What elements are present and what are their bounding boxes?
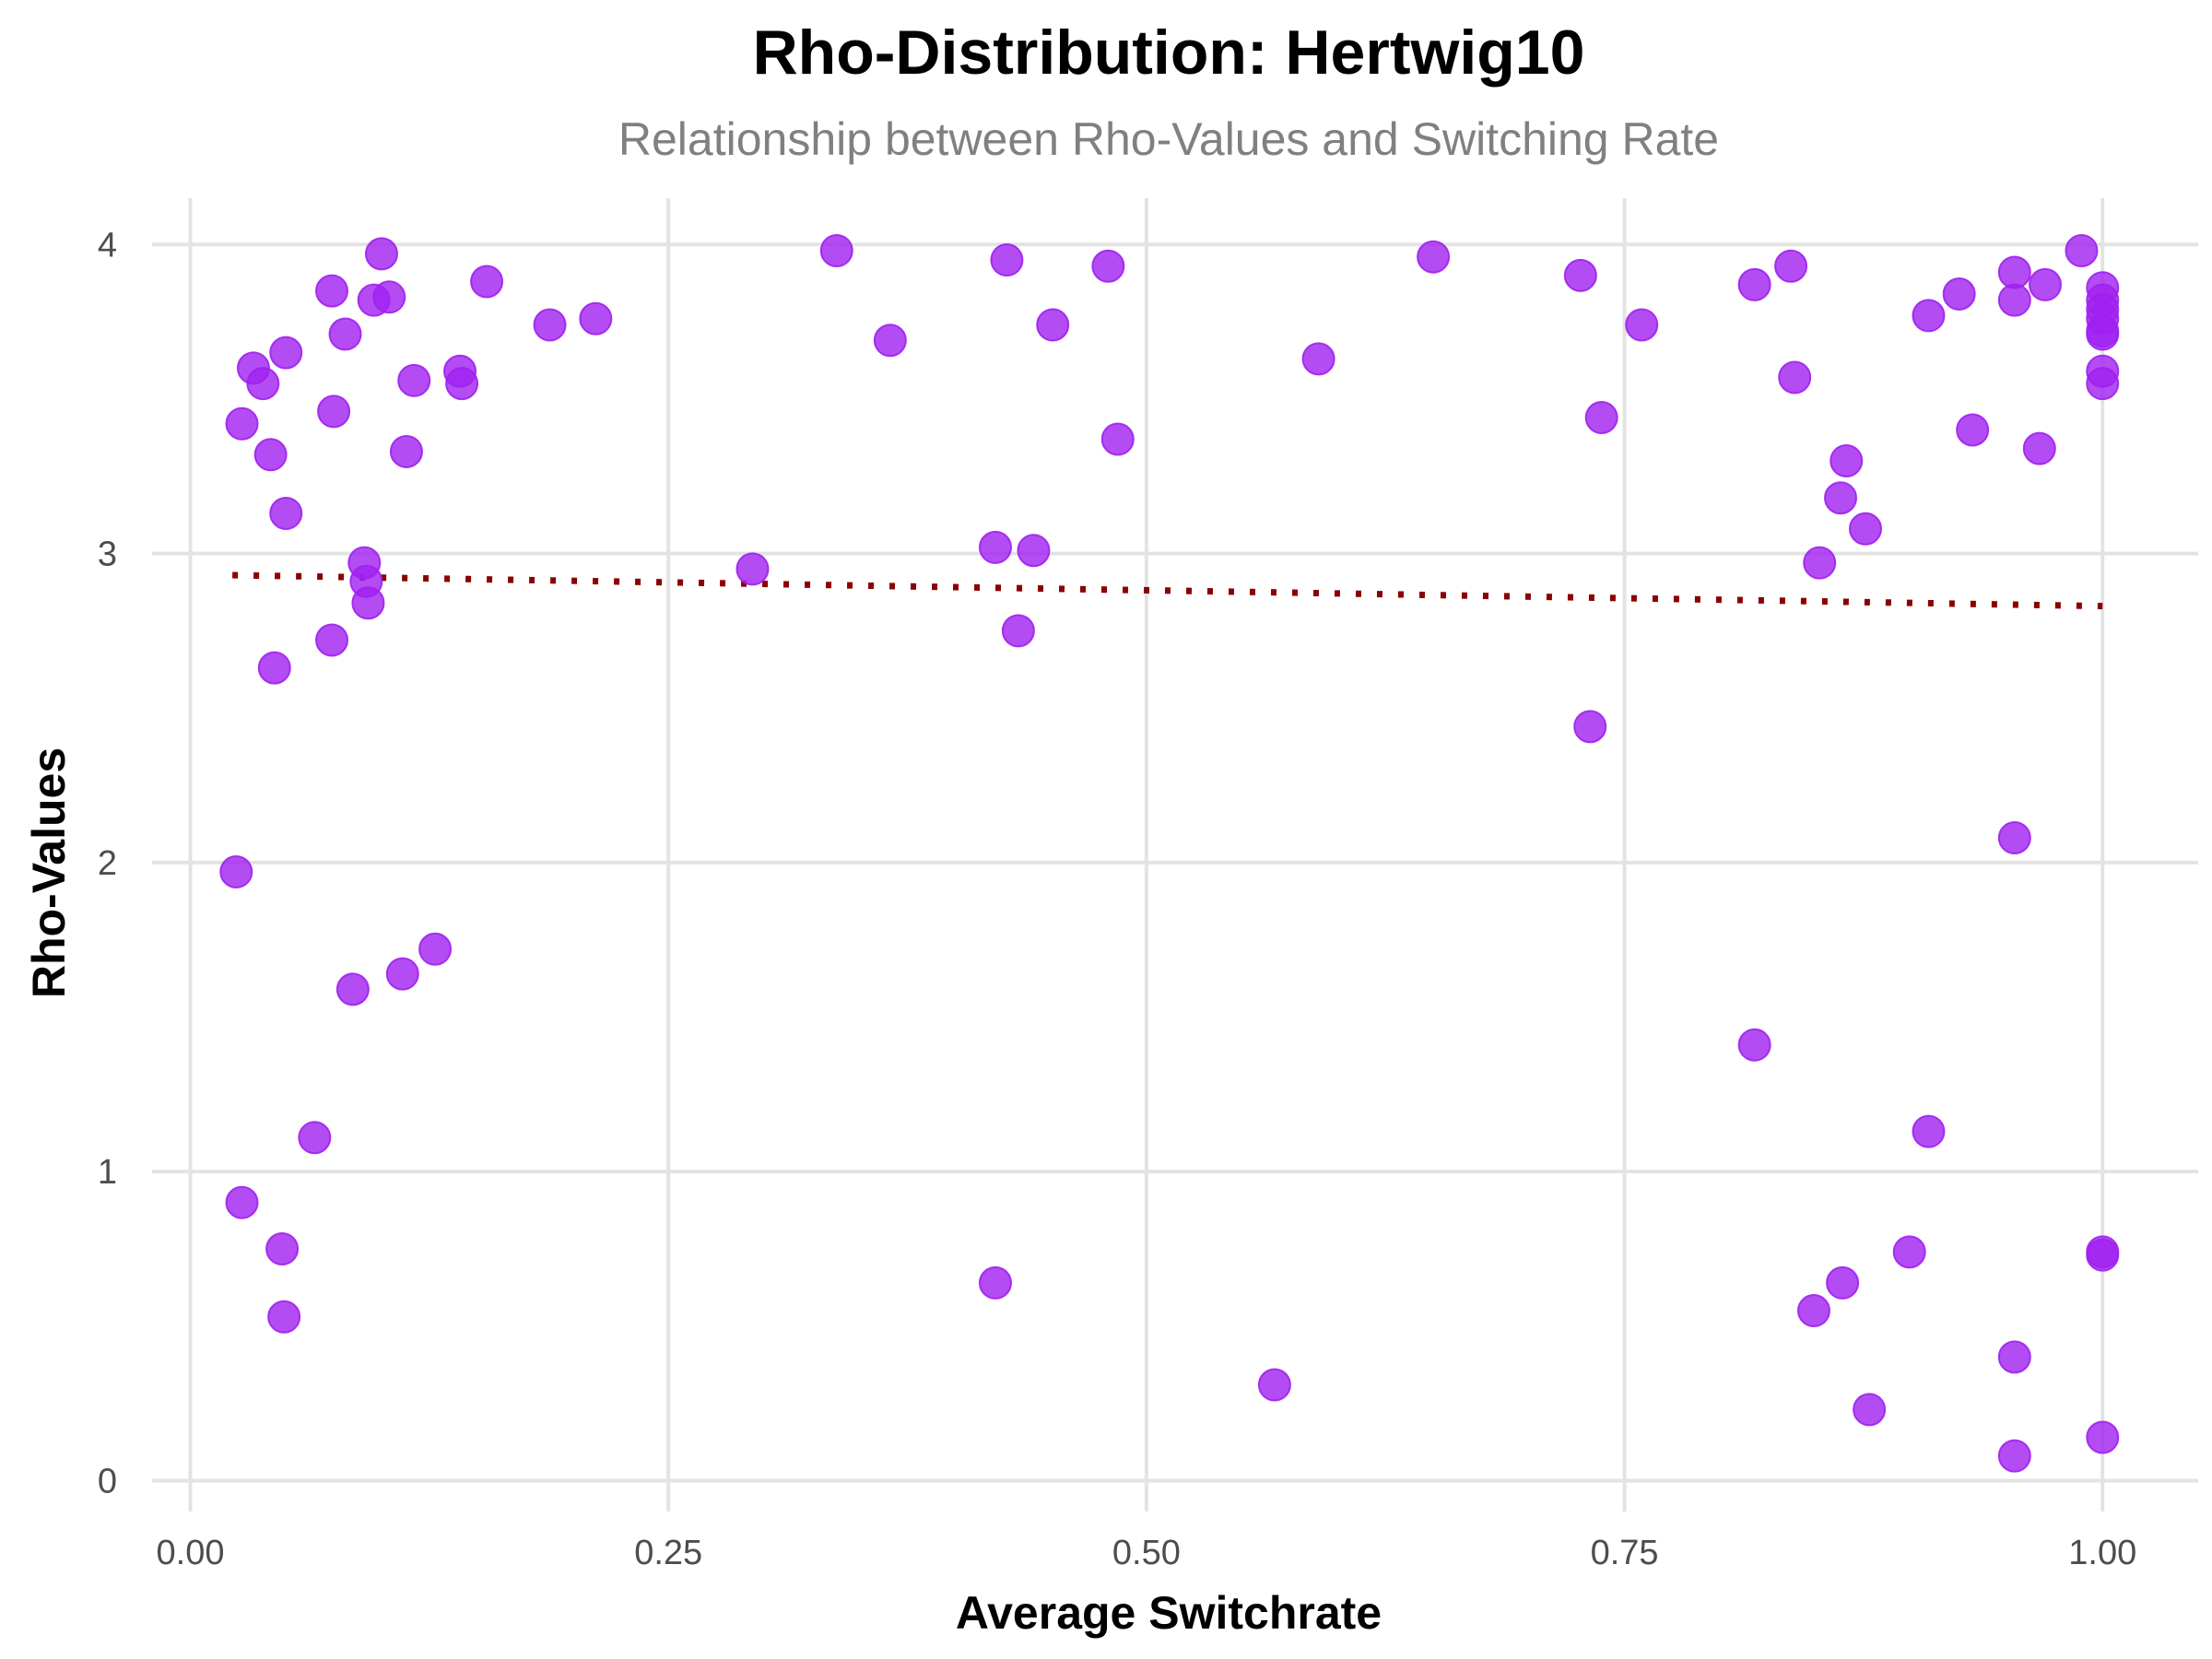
data-point — [533, 308, 567, 342]
data-point — [1848, 512, 1882, 546]
data-point — [1796, 1294, 1830, 1328]
x-tick-label: 0.75 — [1591, 1534, 1659, 1572]
data-point — [1737, 1028, 1771, 1062]
data-point — [328, 317, 362, 351]
data-point — [389, 434, 423, 468]
data-point — [1625, 308, 1659, 342]
data-point — [1997, 821, 2031, 855]
y-axis-title: Rho-Values — [23, 747, 75, 998]
data-point — [257, 651, 291, 685]
data-point — [735, 552, 770, 586]
gridlines — [152, 198, 2198, 1512]
trend-line-layer — [232, 571, 2103, 610]
data-point — [1826, 1265, 1860, 1300]
data-point — [267, 1300, 301, 1334]
data-point — [990, 243, 1024, 277]
data-point — [1417, 240, 1451, 274]
data-point — [2086, 1420, 2120, 1454]
tick-labels: 0.00 0.25 0.50 0.75 1.00 0 1 2 3 4 — [98, 226, 2136, 1572]
y-tick-label: 3 — [98, 535, 117, 574]
data-point — [1774, 249, 1808, 283]
data-point — [397, 363, 431, 397]
chart-subtitle: Relationship between Rho-Values and Swit… — [618, 113, 1719, 165]
data-point — [819, 234, 853, 267]
data-point — [579, 301, 613, 335]
y-tick-label: 1 — [98, 1153, 117, 1192]
data-point — [1036, 308, 1070, 342]
data-point — [1997, 1439, 2031, 1473]
data-point — [418, 932, 453, 966]
data-point — [2029, 267, 2063, 301]
data-points — [219, 234, 2120, 1473]
data-point — [364, 237, 398, 271]
data-point — [978, 530, 1012, 564]
data-point — [335, 972, 370, 1006]
x-axis-title: Average Switchrate — [956, 1587, 1382, 1639]
data-point — [2022, 431, 2056, 465]
data-point — [1778, 360, 1812, 394]
x-tick-label: 0.25 — [634, 1534, 702, 1572]
trend-line — [232, 571, 2103, 610]
data-point — [225, 406, 259, 441]
data-point — [1853, 1393, 1887, 1427]
data-point — [1100, 422, 1135, 456]
data-point — [372, 280, 406, 314]
data-point — [315, 623, 349, 657]
data-point — [1091, 249, 1125, 283]
data-point — [298, 1121, 332, 1155]
data-point — [445, 367, 479, 401]
data-point — [1942, 276, 1976, 311]
data-point — [1017, 534, 1051, 568]
data-point — [1997, 1340, 2031, 1374]
y-tick-label: 0 — [98, 1462, 117, 1500]
chart-title: Rho-Distribution: Hertwig10 — [753, 18, 1585, 88]
data-point — [978, 1265, 1012, 1300]
data-point — [873, 324, 907, 358]
x-tick-label: 1.00 — [2068, 1534, 2136, 1572]
data-point — [1001, 614, 1035, 648]
data-point — [2086, 317, 2120, 351]
data-point — [1257, 1368, 1291, 1402]
data-point — [315, 274, 349, 308]
data-point — [1956, 413, 1990, 447]
data-point — [351, 586, 385, 620]
data-point — [1997, 255, 2031, 289]
data-point — [2086, 1235, 2120, 1269]
data-point — [269, 497, 303, 530]
data-point — [1301, 342, 1335, 376]
data-point — [1573, 710, 1607, 744]
data-point — [1830, 444, 1864, 477]
x-tick-label: 0.00 — [157, 1534, 225, 1572]
data-point — [1584, 401, 1618, 435]
data-point — [219, 854, 253, 888]
y-tick-label: 2 — [98, 844, 117, 883]
data-point — [1997, 283, 2031, 317]
data-point — [317, 394, 351, 429]
data-point — [1912, 1114, 1946, 1148]
data-point — [253, 438, 288, 472]
data-point — [246, 367, 280, 401]
y-tick-label: 4 — [98, 226, 117, 265]
data-point — [2086, 367, 2120, 401]
data-point — [1912, 299, 1946, 333]
data-point — [269, 335, 303, 370]
data-point — [1892, 1235, 1926, 1269]
data-point — [265, 1232, 300, 1265]
x-tick-label: 0.50 — [1112, 1534, 1181, 1572]
data-point — [1563, 258, 1597, 292]
data-point — [470, 265, 504, 299]
data-point — [1803, 546, 1837, 580]
data-point — [225, 1185, 259, 1219]
data-point — [2065, 234, 2099, 267]
data-point — [385, 957, 419, 991]
data-point — [1824, 481, 1858, 515]
data-point — [1737, 267, 1771, 301]
